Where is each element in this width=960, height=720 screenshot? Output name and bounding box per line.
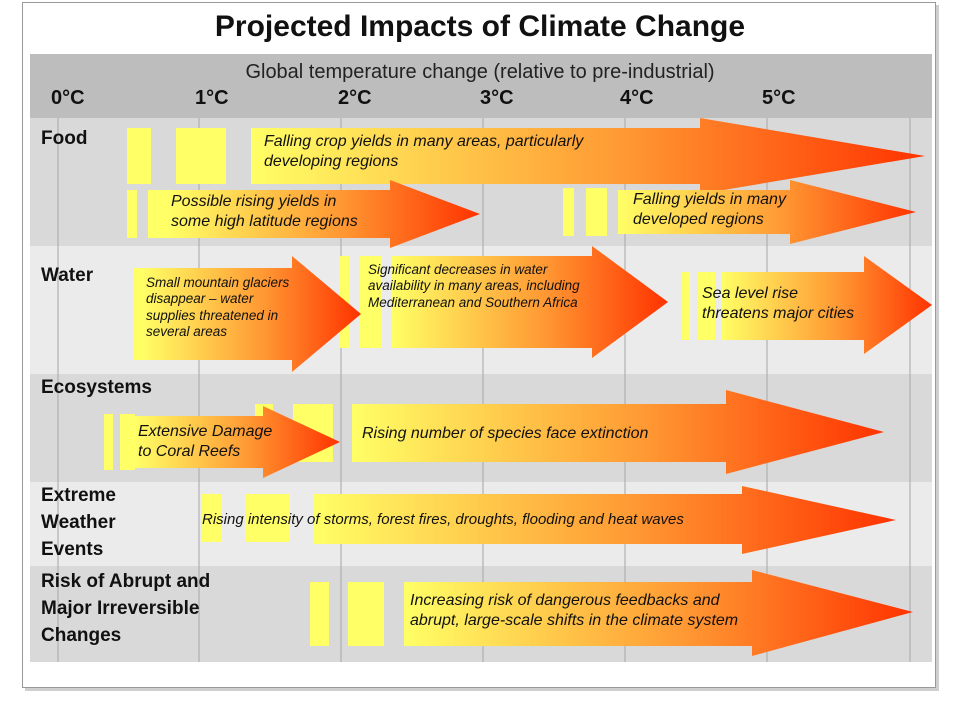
impact-text-coral-reefs: Extensive Damage to Coral Reefs	[138, 423, 273, 460]
row-label-abrupt-changes: Risk of Abrupt and Major Irreversible Ch…	[41, 571, 211, 646]
arrow-falling-yields-developed	[618, 180, 916, 244]
tick-2c: 2°C	[338, 87, 372, 109]
row-label-water: Water	[41, 265, 94, 286]
row-label-food: Food	[41, 128, 88, 149]
diagram-title: Projected Impacts of Climate Change	[214, 10, 746, 43]
arrow-glaciers-disappear	[142, 256, 361, 372]
impact-text-falling-crop-yields: Falling crop yields in many areas, parti…	[264, 133, 584, 170]
header-band	[30, 54, 932, 118]
arrow-species-extinction	[352, 390, 884, 474]
arrow-coral-reefs	[135, 406, 340, 478]
impact-arrows	[135, 118, 932, 656]
impact-text-glaciers: Small mountain glaciers disappear – wate…	[146, 275, 290, 340]
arrow-abrupt-changes	[404, 570, 913, 656]
row-label-ecosystems: Ecosystems	[41, 377, 152, 398]
impact-text-sea-level: Sea level rise threatens major cities	[702, 285, 855, 322]
impact-text-falling-yields-developed: Falling yields in many developed regions	[633, 191, 786, 228]
tick-5c: 5°C	[762, 87, 796, 109]
arrow-extreme-weather	[314, 486, 896, 554]
arrow-water-availability	[392, 246, 668, 358]
tick-4c: 4°C	[620, 87, 654, 109]
axis-subtitle: Global temperature change (relative to p…	[245, 61, 715, 83]
impact-text-water-availability: Significant decreases in water availabil…	[368, 262, 580, 310]
impact-text-species-extinction: Rising number of species face extinction	[362, 425, 649, 442]
tick-3c: 3°C	[480, 87, 514, 109]
arrow-falling-crop-yields	[251, 118, 925, 194]
arrow-rising-yields-high-latitude	[168, 180, 480, 248]
row-label-extreme-weather: Extreme Weather Events	[41, 485, 116, 560]
tick-1c: 1°C	[195, 87, 229, 109]
impact-text-abrupt-changes: Increasing risk of dangerous feedbacks a…	[410, 592, 739, 629]
impact-text-extreme-weather: Rising intensity of storms, forest fires…	[202, 511, 684, 528]
impact-text-rising-yields: Possible rising yields in some high lati…	[171, 193, 358, 230]
tick-0c: 0°C	[51, 87, 85, 109]
arrow-sea-level-rise	[721, 256, 932, 354]
